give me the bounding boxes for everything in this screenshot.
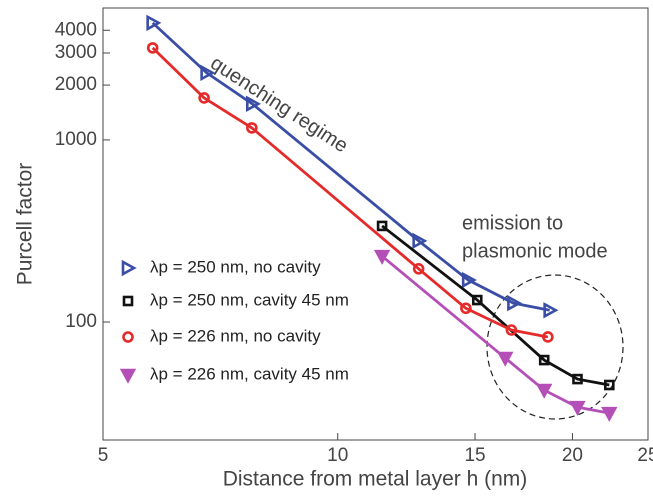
marker — [376, 220, 388, 232]
marker — [542, 331, 554, 343]
legend-label: λp = 226 nm, no cavity — [150, 326, 321, 345]
x-axis-label: Distance from metal layer h (nm) — [223, 468, 528, 491]
legend-marker — [121, 259, 137, 277]
marker — [246, 122, 258, 134]
marker — [538, 354, 550, 366]
legend-label: λp = 250 nm, no cavity — [150, 257, 321, 276]
marker — [200, 64, 216, 82]
marker — [146, 42, 159, 54]
marker — [471, 294, 483, 306]
highlight-ellipse — [486, 274, 624, 420]
legend-label: λp = 226 nm, cavity 45 nm — [150, 364, 349, 383]
marker — [198, 92, 210, 104]
plot-frame — [102, 7, 649, 441]
marker — [543, 302, 559, 319]
marker — [497, 351, 514, 367]
series-line — [381, 224, 610, 387]
marker — [245, 95, 261, 113]
y-tick-label: 2000 — [55, 74, 97, 95]
marker — [536, 383, 553, 399]
marker — [507, 294, 523, 312]
series-line — [151, 21, 550, 312]
y-tick-label: 100 — [65, 311, 97, 332]
series-line — [381, 255, 610, 415]
marker — [572, 373, 583, 385]
marker — [460, 302, 472, 315]
y-axis-label: Purcell factor — [14, 163, 37, 286]
marker — [601, 406, 618, 422]
annotation: emission to — [462, 212, 563, 234]
marker — [412, 262, 425, 275]
y-tick-label: 1000 — [55, 129, 97, 150]
marker — [373, 249, 391, 265]
annotation: plasmonic mode — [462, 240, 608, 262]
x-tick-label: 5 — [98, 445, 109, 466]
marker — [505, 324, 518, 336]
marker — [412, 232, 428, 250]
legend-label: λp = 250 nm, cavity 45 nm — [150, 290, 349, 309]
marker — [146, 14, 162, 32]
marker — [603, 379, 615, 391]
legend-marker — [122, 331, 134, 343]
marker — [461, 271, 477, 289]
legend-marker — [119, 368, 137, 384]
x-tick-label: 15 — [464, 445, 485, 466]
annotation: quenching regime — [206, 52, 351, 157]
x-tick-label: 20 — [562, 445, 583, 466]
y-tick-label: 4000 — [55, 19, 97, 40]
marker — [569, 400, 586, 416]
x-tick-label: 25 — [637, 445, 653, 466]
y-tick-label: 3000 — [55, 42, 97, 63]
x-tick-label: 10 — [327, 445, 348, 466]
series-line — [151, 46, 549, 339]
legend-marker — [122, 295, 134, 307]
